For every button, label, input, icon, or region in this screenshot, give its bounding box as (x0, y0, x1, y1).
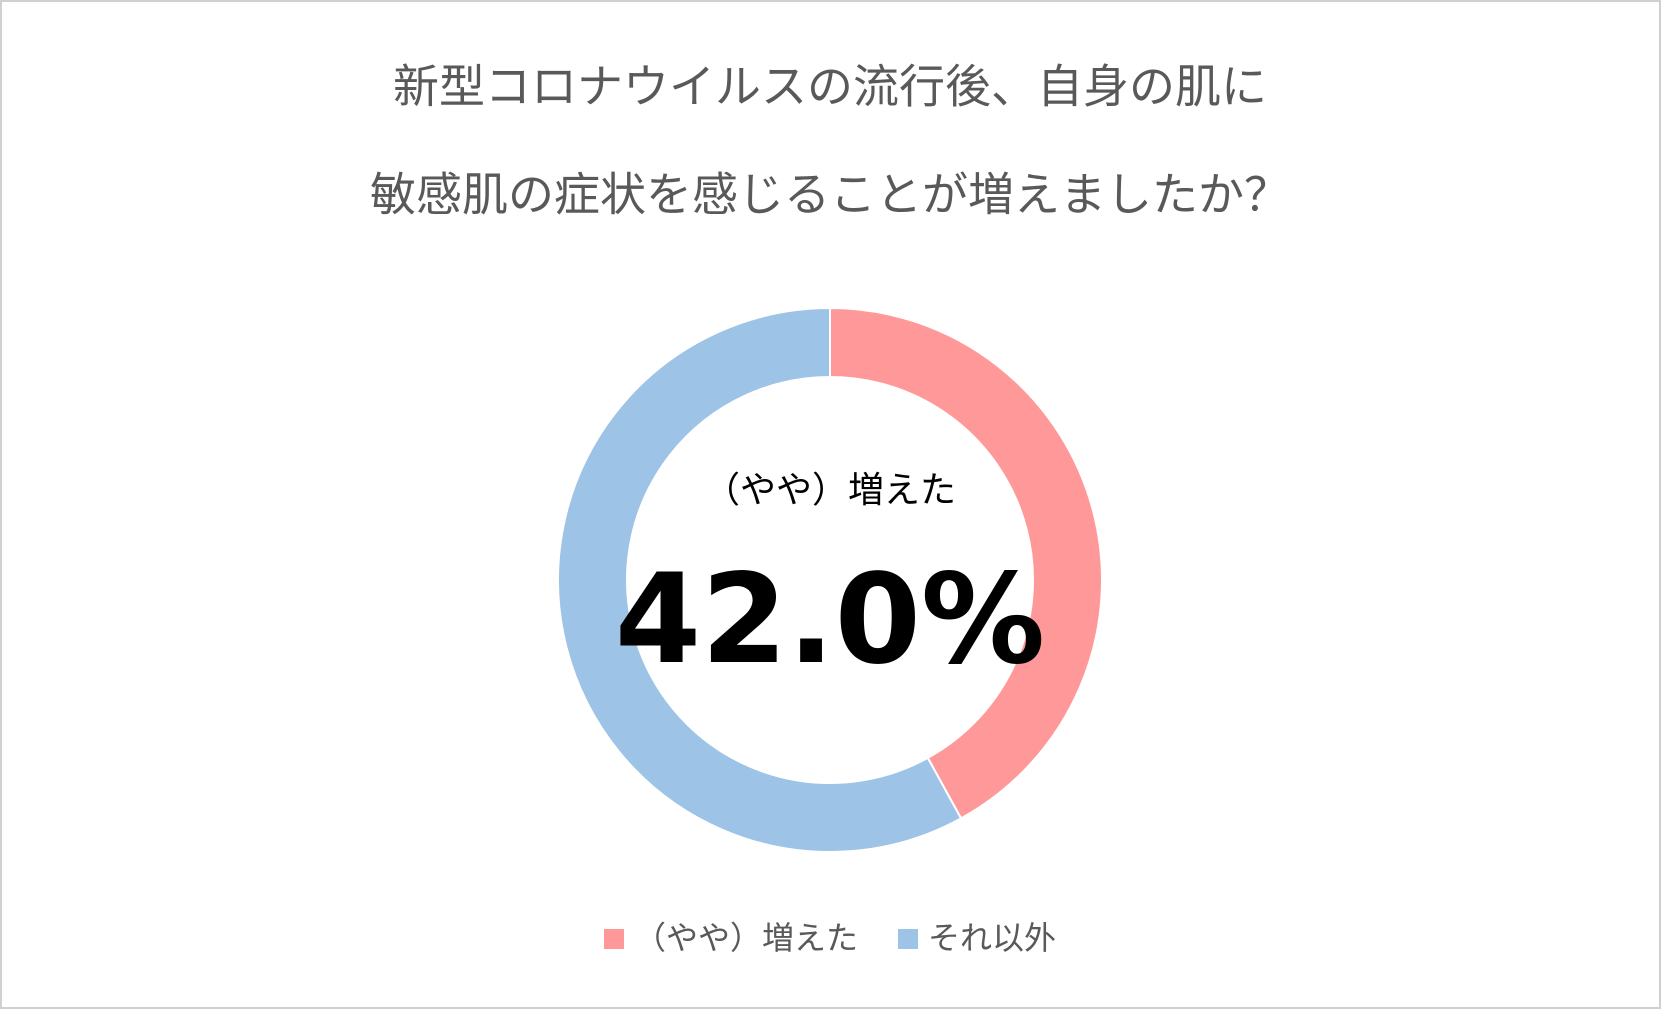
donut-slice (557, 306, 963, 853)
value-label: 42.0% (615, 548, 1045, 692)
legend-swatch (603, 929, 624, 949)
donut-slice (829, 306, 1103, 820)
legend-swatch (898, 929, 918, 949)
chart-title: 敏感肌の症状を感じることが増えましたか？ (370, 168, 1290, 222)
chart-title: 新型コロナウイルスの流行後、自身の肌に (393, 60, 1267, 114)
legend-label: （やや）増えた (634, 919, 858, 957)
center-label: （やや）増えた (704, 470, 956, 511)
legend-label: それ以外 (928, 919, 1056, 957)
